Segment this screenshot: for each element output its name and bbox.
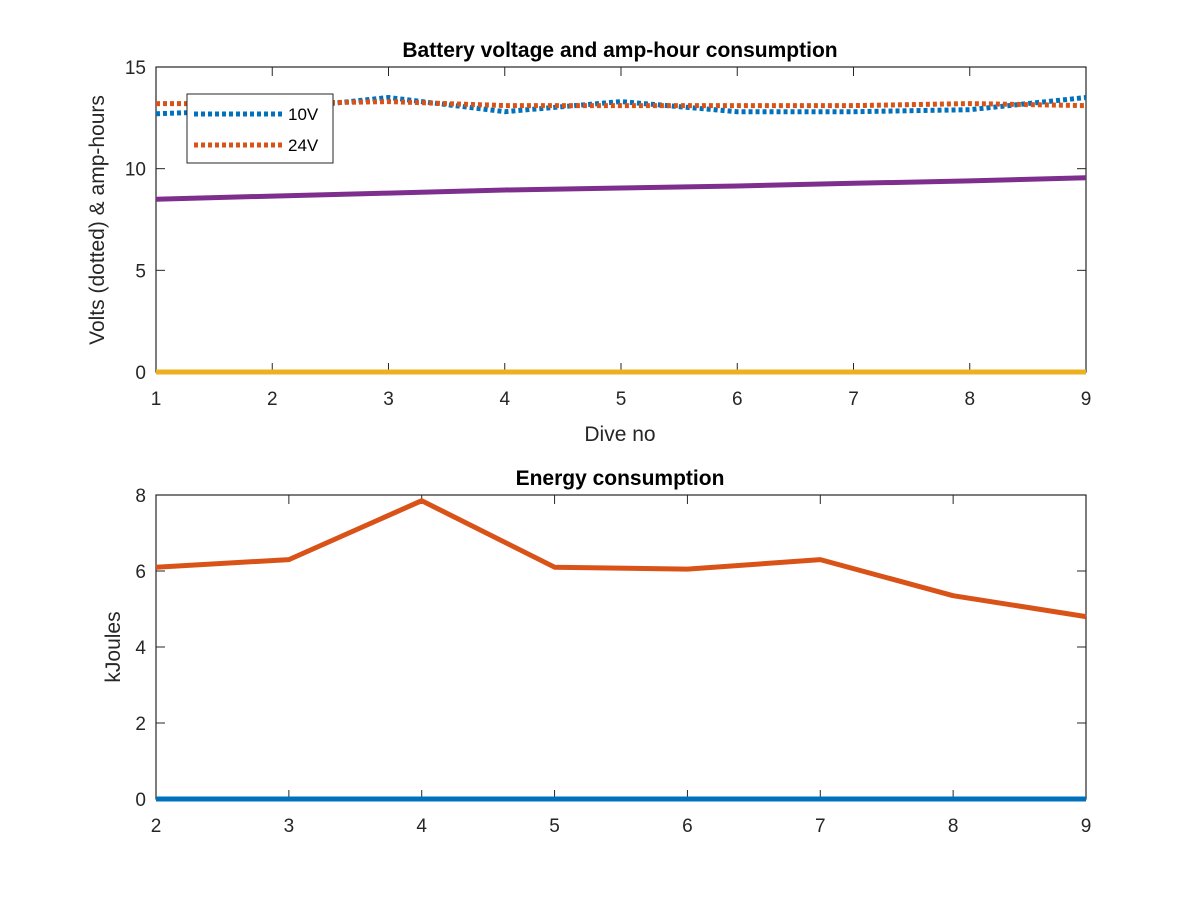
y-tick-label: 8 xyxy=(135,486,146,507)
chart-title: Battery voltage and amp-hour consumption xyxy=(402,39,837,62)
x-tick-label: 4 xyxy=(499,389,510,410)
y-tick-label: 10 xyxy=(125,160,146,181)
x-tick-label: 9 xyxy=(1081,816,1092,837)
x-tick-label: 3 xyxy=(284,816,295,837)
series-layer xyxy=(155,498,1087,802)
x-tick-label: 2 xyxy=(151,816,162,837)
x-tick-label: 7 xyxy=(815,816,826,837)
x-tick-label: 5 xyxy=(616,389,627,410)
legend-box xyxy=(186,93,334,164)
y-axis-label: Volts (dotted) & amp-hours xyxy=(86,95,109,345)
legend-label-24v: 24V xyxy=(288,136,319,155)
x-tick-label: 5 xyxy=(549,816,560,837)
x-axis-label: Dive no xyxy=(584,423,655,446)
x-tick-label: 7 xyxy=(848,389,859,410)
y-tick-label: 0 xyxy=(135,363,146,384)
x-tick-label: 9 xyxy=(1081,389,1092,410)
tick-labels: 1 2 3 4 5 6 7 8 9 0 5 10 15 xyxy=(125,58,1091,410)
y-axis-label: kJoules xyxy=(102,611,125,682)
y-tick-label: 6 xyxy=(135,562,146,583)
plot-area xyxy=(155,494,1087,800)
x-tick-label: 2 xyxy=(267,389,278,410)
voltage-chart: Battery voltage and amp-hour consumption… xyxy=(86,39,1091,446)
x-tick-label: 8 xyxy=(964,389,975,410)
x-tick-label: 8 xyxy=(948,816,959,837)
series-line-series-1 xyxy=(155,498,1087,620)
chart-title: Energy consumption xyxy=(516,467,725,490)
series-line-series-3 xyxy=(155,175,1087,202)
y-tick-label: 2 xyxy=(135,714,146,735)
legend-label-10v: 10V xyxy=(288,105,319,124)
y-tick-label: 0 xyxy=(135,790,146,811)
x-tick-label: 3 xyxy=(383,389,394,410)
x-tick-label: 6 xyxy=(682,816,693,837)
x-tick-label: 4 xyxy=(416,816,427,837)
y-tick-label: 15 xyxy=(125,58,146,79)
y-tick-label: 4 xyxy=(135,638,146,659)
legend: 10V 24V xyxy=(186,93,334,164)
x-tick-label: 6 xyxy=(732,389,743,410)
y-tick-label: 5 xyxy=(135,261,146,282)
x-tick-label: 1 xyxy=(151,389,162,410)
